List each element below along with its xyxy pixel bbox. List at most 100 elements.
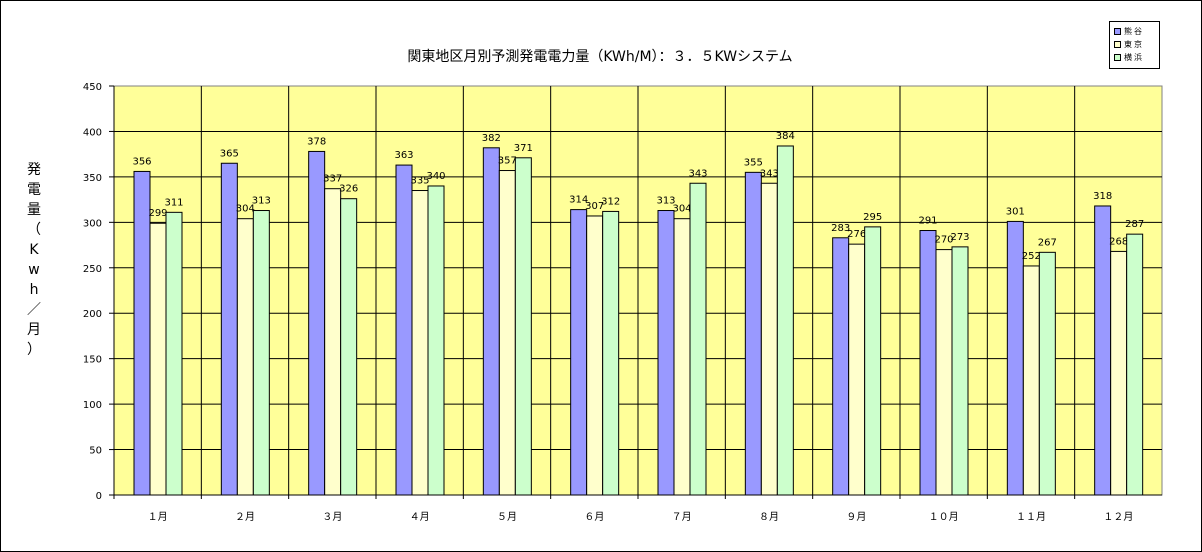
data-label: 295 bbox=[863, 212, 882, 223]
bar-熊谷-１１月 bbox=[1006, 220, 1024, 496]
data-label: 363 bbox=[394, 150, 413, 161]
legend-label: 横浜 bbox=[1124, 53, 1144, 62]
x-tick-label: １月 bbox=[148, 511, 168, 523]
data-label: 343 bbox=[688, 168, 707, 179]
bar-熊谷-９月 bbox=[832, 237, 850, 496]
data-label: 312 bbox=[601, 196, 620, 207]
y-axis-label-char: ／ bbox=[27, 302, 41, 318]
data-label: 299 bbox=[148, 208, 167, 219]
data-label: 356 bbox=[132, 156, 151, 167]
legend: 熊谷 東京 横浜 bbox=[1109, 21, 1160, 69]
bar-東京-６月 bbox=[586, 215, 604, 496]
y-tick-label: 50 bbox=[89, 446, 102, 457]
legend-item: 熊谷 bbox=[1114, 26, 1144, 38]
bar-熊谷-７月 bbox=[657, 210, 675, 496]
data-label: 365 bbox=[220, 148, 239, 159]
bar-東京-４月 bbox=[411, 190, 429, 496]
data-label: 382 bbox=[482, 133, 501, 144]
x-tick-label: ４月 bbox=[410, 511, 430, 523]
bar-東京-１２月 bbox=[1110, 250, 1128, 496]
bar-横浜-１０月 bbox=[951, 246, 969, 496]
data-label: 283 bbox=[831, 223, 850, 234]
data-label: 268 bbox=[1109, 236, 1128, 247]
x-tick-label: ７月 bbox=[672, 511, 692, 523]
bar-横浜-７月 bbox=[689, 182, 707, 496]
data-label: 304 bbox=[236, 204, 255, 215]
y-axis-label-char: 量 bbox=[27, 202, 41, 218]
data-label: 276 bbox=[847, 229, 866, 240]
y-tick-label: 250 bbox=[83, 264, 102, 275]
bar-熊谷-８月 bbox=[744, 171, 762, 496]
data-label: 355 bbox=[744, 157, 763, 168]
bar-横浜-２月 bbox=[252, 210, 270, 496]
data-label: 371 bbox=[514, 143, 533, 154]
data-label: 340 bbox=[426, 171, 445, 182]
bar-東京-７月 bbox=[673, 218, 691, 496]
y-tick-label: 400 bbox=[83, 127, 102, 138]
bar-東京-５月 bbox=[498, 170, 516, 496]
data-label: 357 bbox=[498, 156, 517, 167]
bar-熊谷-４月 bbox=[395, 164, 413, 496]
legend-swatch bbox=[1114, 28, 1121, 35]
data-label: 343 bbox=[760, 168, 779, 179]
bar-東京-１月 bbox=[149, 222, 167, 496]
y-tick-label: 200 bbox=[83, 309, 102, 320]
bar-熊谷-６月 bbox=[570, 209, 588, 496]
legend-swatch bbox=[1114, 41, 1121, 48]
data-label: 337 bbox=[323, 174, 342, 185]
x-tick-label: ２月 bbox=[235, 511, 255, 523]
y-tick-label: 150 bbox=[83, 355, 102, 366]
data-label: 384 bbox=[776, 131, 795, 142]
bar-東京-３月 bbox=[324, 188, 342, 496]
bar-東京-９月 bbox=[848, 243, 866, 496]
bar-横浜-９月 bbox=[864, 226, 882, 496]
data-label: 318 bbox=[1093, 191, 1112, 202]
bar-熊谷-１２月 bbox=[1094, 205, 1112, 496]
y-tick-label: 0 bbox=[96, 491, 102, 502]
data-label: 314 bbox=[569, 195, 588, 206]
y-axis-label-char: 月 bbox=[27, 322, 41, 338]
data-label: 378 bbox=[307, 136, 326, 147]
data-label: 273 bbox=[950, 232, 969, 243]
x-tick-label: ６月 bbox=[584, 511, 604, 523]
bar-熊谷-３月 bbox=[308, 150, 326, 496]
y-axis-label-char: 発 bbox=[27, 162, 41, 178]
legend-swatch bbox=[1114, 54, 1121, 61]
chart-title: 関東地区月別予測発電電力量（KWh/M）：３．５KWシステム bbox=[407, 49, 793, 65]
data-label: 287 bbox=[1125, 219, 1144, 230]
y-tick-label: 300 bbox=[83, 218, 102, 229]
bar-横浜-３月 bbox=[340, 198, 358, 496]
y-tick-label: 450 bbox=[83, 82, 102, 93]
bar-横浜-１１月 bbox=[1038, 251, 1056, 496]
bar-東京-２月 bbox=[236, 218, 254, 496]
data-label: 291 bbox=[918, 216, 937, 227]
x-tick-label: ９月 bbox=[846, 511, 866, 523]
y-axis-label-char: （ bbox=[27, 222, 41, 238]
data-label: 252 bbox=[1022, 251, 1041, 262]
legend-label: 東京 bbox=[1124, 40, 1144, 49]
y-axis-label-char: K bbox=[29, 242, 39, 258]
data-label: 267 bbox=[1038, 237, 1057, 248]
data-label: 313 bbox=[656, 196, 675, 207]
legend-item: 東京 bbox=[1114, 39, 1144, 51]
legend-label: 熊谷 bbox=[1124, 27, 1144, 36]
bar-熊谷-５月 bbox=[482, 147, 500, 496]
y-axis-label-char: ） bbox=[27, 342, 41, 358]
data-label: 313 bbox=[252, 196, 271, 207]
legend-item: 横浜 bbox=[1114, 52, 1144, 64]
y-tick-label: 350 bbox=[83, 173, 102, 184]
bar-横浜-５月 bbox=[514, 157, 532, 496]
bar-横浜-８月 bbox=[776, 145, 794, 496]
y-axis-label-char: w bbox=[28, 262, 40, 278]
data-label: 326 bbox=[339, 184, 358, 195]
x-tick-label: ３月 bbox=[322, 511, 342, 523]
bar-横浜-４月 bbox=[427, 185, 445, 496]
x-tick-label: ５月 bbox=[497, 511, 517, 523]
bar-横浜-１月 bbox=[165, 211, 183, 496]
bar-横浜-１２月 bbox=[1126, 233, 1144, 496]
data-label: 301 bbox=[1006, 206, 1025, 217]
bar-横浜-６月 bbox=[602, 210, 620, 496]
y-axis-label-char: h bbox=[29, 282, 39, 298]
y-axis-label-char: 電 bbox=[27, 182, 41, 198]
